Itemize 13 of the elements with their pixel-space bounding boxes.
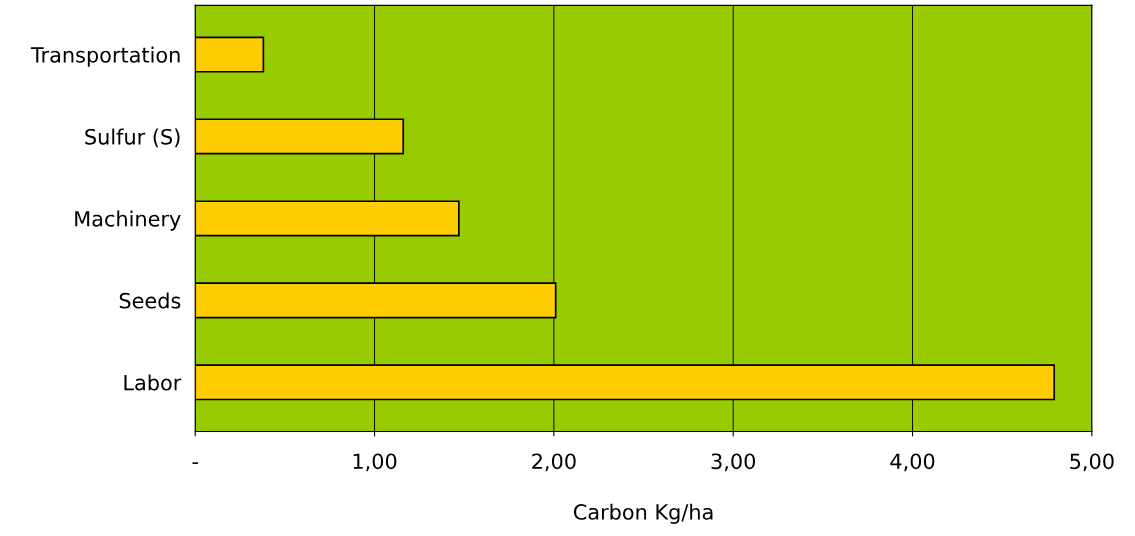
x-tick-label: 1,00 [353,453,397,472]
y-tick-label: Seeds [119,292,181,309]
x-tick-label: 4,00 [890,453,935,472]
x-tick-label: - [192,462,198,464]
y-tick-label: Transportation [30,46,180,67]
y-tick-label: Labor [124,374,182,391]
x-tick-label: 2,00 [532,453,576,472]
x-axis-title: Carbon Kg/ha [573,503,713,524]
bar [195,36,265,73]
x-tick-label: 5,00 [1070,453,1114,472]
y-tick-label: Machinery [75,210,181,231]
x-tick-label: 3,00 [711,453,756,472]
y-tick-label: Sulfur (S) [85,128,180,148]
